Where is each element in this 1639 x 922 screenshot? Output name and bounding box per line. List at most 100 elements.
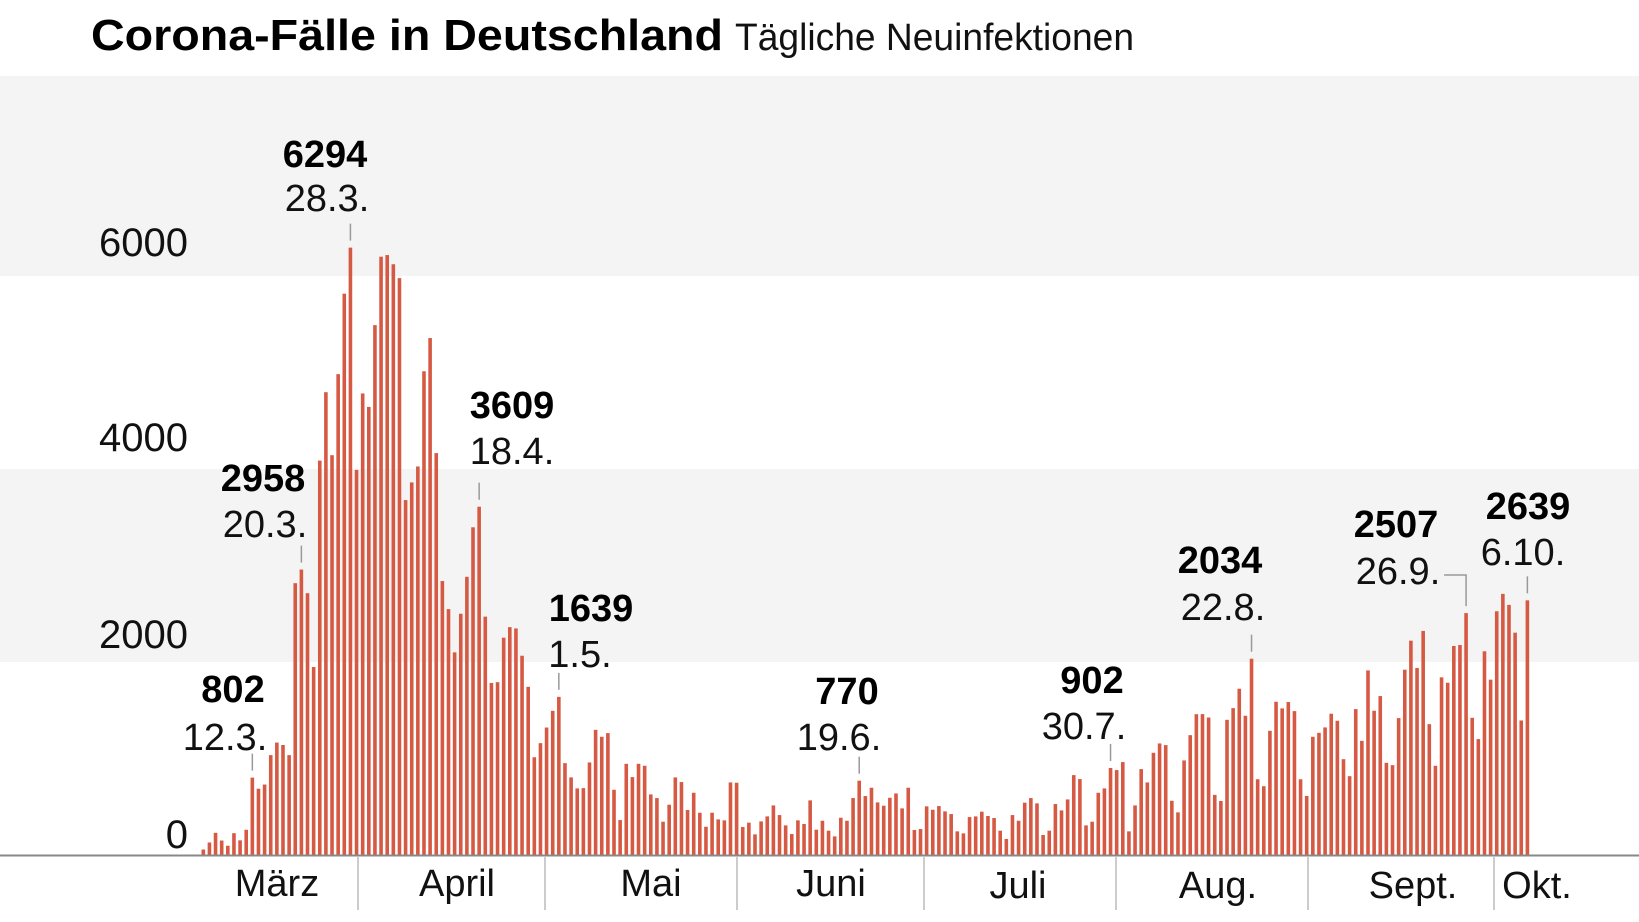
bar xyxy=(1170,800,1174,855)
x-label-mai: Mai xyxy=(620,863,681,905)
bar xyxy=(1231,708,1235,855)
bar xyxy=(1133,805,1137,855)
bar xyxy=(471,527,475,855)
annotation-date: 19.6. xyxy=(797,717,882,759)
bar xyxy=(213,832,218,855)
bar xyxy=(1353,709,1358,855)
chart-title: Corona-Fälle in Deutschland xyxy=(91,11,723,60)
bar xyxy=(569,777,573,855)
bar xyxy=(532,757,537,855)
bar xyxy=(1139,769,1143,856)
bar xyxy=(661,821,665,855)
bar xyxy=(1041,835,1045,855)
bar xyxy=(1347,776,1352,855)
bar xyxy=(1304,795,1309,855)
bar xyxy=(1341,759,1346,855)
bar xyxy=(409,482,414,855)
bar xyxy=(1200,714,1205,855)
bar xyxy=(1360,740,1364,855)
bar xyxy=(593,729,598,855)
x-label-april: April xyxy=(419,863,495,905)
bar xyxy=(1329,713,1334,855)
bar xyxy=(863,796,868,855)
bar xyxy=(1292,711,1297,855)
bar xyxy=(1206,717,1211,855)
bar xyxy=(1482,651,1487,855)
bar xyxy=(385,255,389,855)
bar xyxy=(348,247,353,855)
bar xyxy=(618,820,622,855)
annotation-value: 3609 xyxy=(470,385,555,427)
bar xyxy=(1065,799,1070,855)
bar xyxy=(232,833,236,855)
bar xyxy=(1433,765,1438,855)
bar xyxy=(1194,714,1199,855)
bar xyxy=(888,797,892,855)
bar xyxy=(1151,752,1156,855)
bar xyxy=(520,655,524,855)
bar xyxy=(930,809,935,855)
bar xyxy=(937,806,941,855)
bar xyxy=(851,798,855,856)
bar xyxy=(1010,815,1015,855)
bar xyxy=(287,755,291,855)
annotation-value: 6294 xyxy=(283,134,368,176)
bar xyxy=(1261,786,1266,855)
bar xyxy=(832,836,837,855)
band-6000-8000 xyxy=(0,76,1639,276)
bar xyxy=(268,755,273,855)
bar xyxy=(1121,762,1125,855)
bar xyxy=(918,829,923,855)
bar xyxy=(796,820,800,855)
y-tick-label-0: 0 xyxy=(166,813,188,857)
bar xyxy=(305,593,310,855)
bar xyxy=(1421,630,1425,855)
bar xyxy=(881,805,886,855)
annotation-value: 2958 xyxy=(221,458,306,500)
month-dividers xyxy=(357,857,1495,910)
bar xyxy=(753,834,757,855)
bar xyxy=(704,826,708,855)
x-label-juli: Juli xyxy=(989,865,1046,907)
annotation-date: 30.7. xyxy=(1042,706,1127,748)
bar xyxy=(1396,718,1401,855)
bar xyxy=(814,829,819,855)
bar xyxy=(1507,604,1511,855)
bar xyxy=(416,466,420,855)
bar xyxy=(311,667,316,855)
bar xyxy=(489,682,494,855)
y-tick-label-4000: 4000 xyxy=(99,416,188,460)
bar xyxy=(299,569,304,855)
bar xyxy=(728,782,733,855)
bar xyxy=(1114,770,1119,855)
bar xyxy=(894,793,898,855)
annotation-value: 2034 xyxy=(1178,540,1263,582)
bar xyxy=(434,453,439,855)
bar xyxy=(440,581,445,855)
bar xyxy=(1022,802,1027,855)
annotation-leader-line xyxy=(1444,574,1467,607)
annotation-date: 1.5. xyxy=(548,634,611,676)
bar xyxy=(293,583,298,855)
bar xyxy=(538,743,543,855)
annotation-date: 22.8. xyxy=(1181,587,1266,629)
bar xyxy=(360,393,365,855)
bar xyxy=(514,628,518,855)
bar xyxy=(317,460,322,855)
bar xyxy=(1029,798,1033,856)
bar xyxy=(1016,820,1021,855)
bar xyxy=(986,816,990,855)
bar xyxy=(1439,677,1444,855)
bar xyxy=(1280,708,1284,855)
bar xyxy=(1445,682,1450,855)
bar xyxy=(655,798,659,856)
bar xyxy=(508,627,512,855)
bar xyxy=(1108,767,1113,855)
bar xyxy=(1501,593,1505,855)
bar xyxy=(642,765,647,855)
bar xyxy=(667,804,671,855)
band-2000-4000 xyxy=(0,469,1639,662)
bar xyxy=(1470,717,1475,855)
bar xyxy=(630,777,635,855)
